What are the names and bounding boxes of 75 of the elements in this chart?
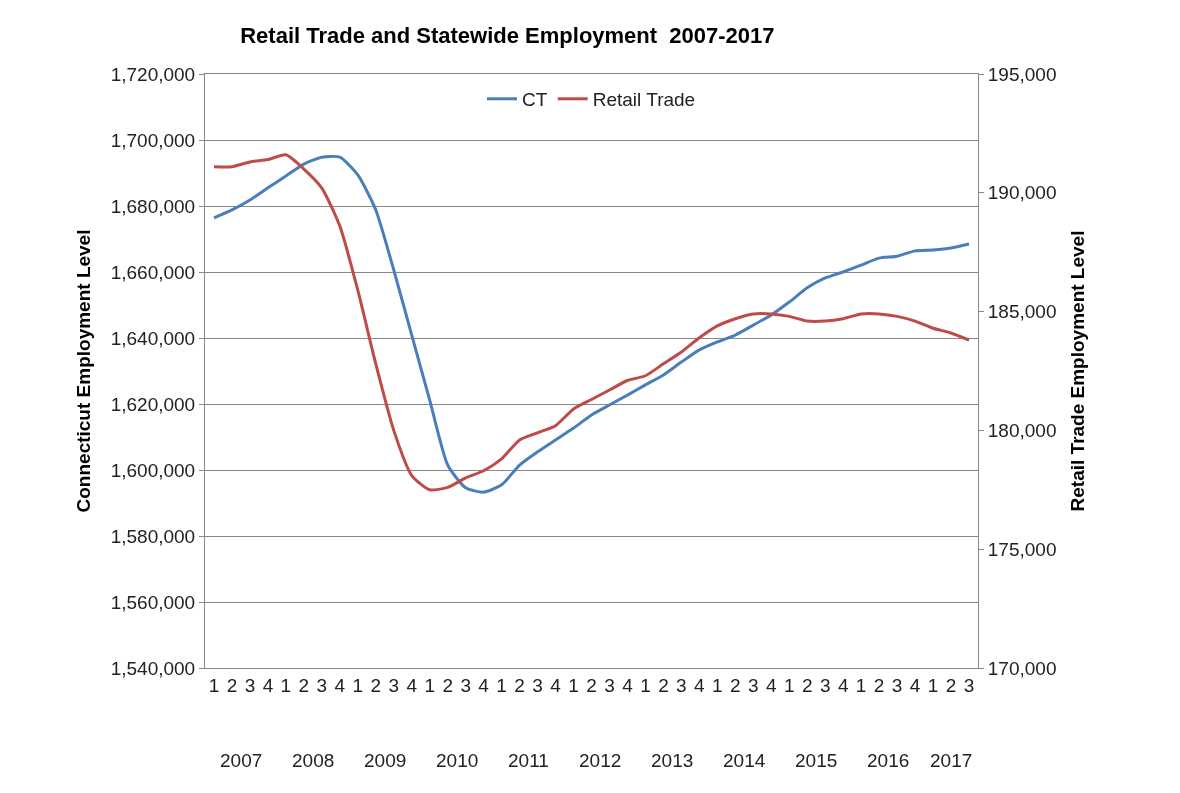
text: 2013 [651,750,694,771]
text: 2007 [220,750,263,771]
x-tick-label: 1 [352,674,364,696]
y-axis-title: Connecticut Employment Level [72,229,94,513]
x-tick-label: 1 [280,674,292,696]
x-tick-label: 3 [316,674,328,696]
y2-tick-label: 195,000 [987,63,1057,85]
x-tick-label: 4 [262,674,274,696]
x-tick-label: 4 [909,674,921,696]
y-tick-label: 1,600,000 [110,459,196,481]
x-tick-label: 4 [550,674,562,696]
x-tick-label: 2 [658,674,669,696]
y2-axis-title: Retail Trade Employment Level [1067,230,1089,512]
x-tick-label: 1 [208,674,220,696]
x-tick-label: 1 [712,674,723,696]
text: 2017 [930,750,973,771]
x-tick-label: 2 [370,674,382,696]
x-tick-label: 2 [298,674,310,696]
x-tick-label: 3 [244,674,256,696]
y-tick-label: 1,560,000 [110,591,196,613]
x-tick-label: 4 [694,674,706,696]
x-tick-label: 3 [819,674,831,696]
x-tick-label: 2 [945,674,957,696]
legend-label: CT [522,89,548,111]
text: 2014 [723,750,766,771]
y2-tick-label: 190,000 [987,182,1057,204]
x-tick-label: 3 [388,674,400,696]
x-tick-label: 3 [748,674,759,696]
y-tick-label: 1,640,000 [110,327,196,349]
x-tick-label: 1 [568,674,579,696]
x-tick-label: 2 [514,674,525,696]
x-tick-label: 1 [496,674,507,696]
x-tick-label: 1 [927,674,939,696]
x-tick-label: 2 [730,674,741,696]
text: 2015 [795,750,838,771]
text: 2009 [364,750,407,771]
x-tick-label: 2 [801,674,813,696]
x-tick-label: 1 [855,674,867,696]
x-tick-label: 2 [442,674,453,696]
y-tick-label: 1,620,000 [110,393,196,415]
y2-tick-label: 175,000 [987,538,1057,560]
y-tick-label: 1,580,000 [110,525,196,547]
x-tick-label: 4 [765,674,777,696]
x-tick-label: 2 [586,674,597,696]
y2-tick-label: 170,000 [987,657,1057,679]
chart-title: Retail Trade and Statewide Employment 2007-2017 [240,23,775,49]
y-tick-label: 1,720,000 [110,63,196,85]
x-tick-label: 3 [891,674,903,696]
x-tick-label: 4 [334,674,346,696]
text: 2011 [508,750,549,771]
x-tick-label: 3 [604,674,615,696]
y-tick-label: 1,700,000 [110,129,196,151]
text: 2012 [579,750,622,771]
text: 2008 [292,750,335,771]
x-tick-label: 2 [873,674,885,696]
x-tick-label: 4 [406,674,418,696]
x-tick-label: 1 [640,674,651,696]
y-tick-label: 1,660,000 [110,261,196,283]
y-tick-label: 1,680,000 [110,195,196,217]
legend-label: Retail Trade [592,89,696,111]
x-tick-label: 3 [460,674,471,696]
x-tick-label: 4 [837,674,849,696]
text: 2010 [436,750,479,771]
x-tick-label: 3 [963,674,975,696]
x-tick-label: 1 [424,674,435,696]
y2-tick-label: 180,000 [987,420,1057,442]
x-tick-label: 3 [676,674,687,696]
y-tick-label: 1,540,000 [110,657,196,679]
text: 2016 [867,750,910,771]
x-tick-label: 4 [622,674,634,696]
x-tick-label: 2 [226,674,238,696]
x-tick-label: 4 [478,674,490,696]
x-tick-label: 1 [783,674,795,696]
y2-tick-label: 185,000 [987,301,1057,323]
x-tick-label: 3 [532,674,543,696]
